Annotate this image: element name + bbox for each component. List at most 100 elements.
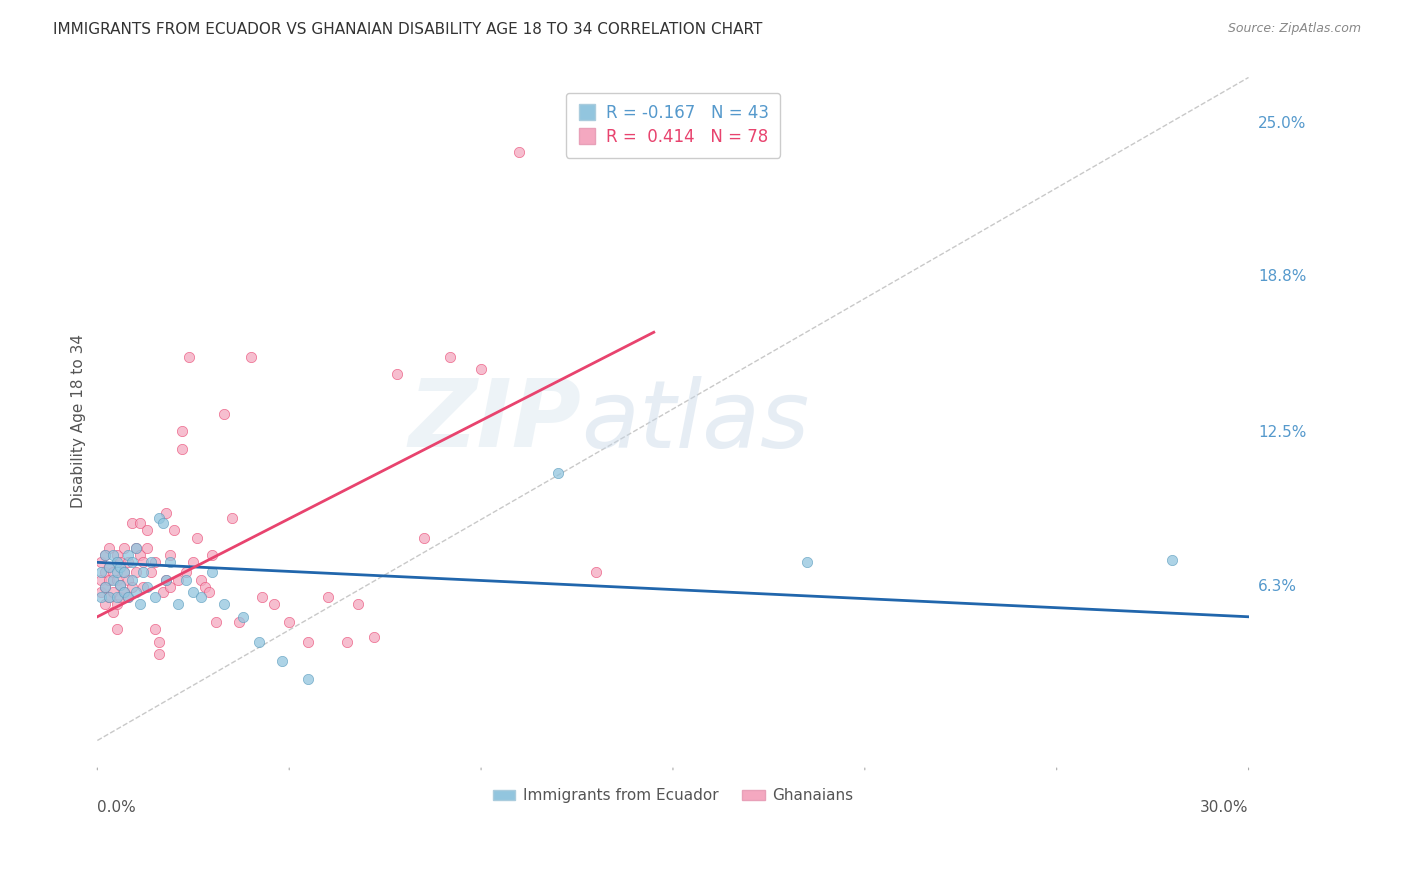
Point [181,585,204,599]
Point [297,634,319,648]
Point [121,580,143,594]
Point [112,566,135,580]
Point [101,566,124,580]
Point [105,590,128,604]
Point [212,598,235,612]
Text: atlas: atlas [581,376,808,467]
Point [363,630,385,644]
Point [101,605,124,619]
Point [128,516,150,530]
Point [212,407,235,421]
Point [263,598,285,612]
Point [128,548,150,562]
Point [94,580,117,594]
Point [105,548,128,562]
Point [155,506,177,520]
Point [139,555,162,569]
Legend: Immigrants from Ecuador, Ghanaians: Immigrants from Ecuador, Ghanaians [484,780,862,813]
Point [110,577,132,591]
Point [239,350,262,364]
Point [143,590,166,604]
Point [181,555,204,569]
Point [112,585,135,599]
Point [316,590,339,604]
Point [385,368,408,382]
Point [117,548,139,562]
Point [136,523,159,537]
Point [121,555,143,569]
Point [174,566,197,580]
Point [148,511,170,525]
Point [470,362,492,376]
Point [174,573,197,587]
Point [201,548,224,562]
Point [194,580,217,594]
Point [105,555,128,569]
Point [110,560,132,574]
Point [143,622,166,636]
Point [94,598,117,612]
Point [125,541,148,555]
Point [170,442,193,456]
Point [1160,553,1182,567]
Text: Source: ZipAtlas.com: Source: ZipAtlas.com [1227,22,1361,36]
Text: 30.0%: 30.0% [1201,799,1249,814]
Point [121,573,143,587]
Point [270,654,292,668]
Point [94,566,117,580]
Point [152,585,174,599]
Point [90,573,112,587]
Text: ZIP: ZIP [408,376,581,467]
Point [190,590,212,604]
Point [159,548,181,562]
Point [105,573,128,587]
Point [252,590,274,604]
Point [117,590,139,604]
Point [97,590,120,604]
Point [508,145,530,159]
Point [105,566,128,580]
Point [221,511,243,525]
Point [159,555,181,569]
Point [163,523,186,537]
Point [186,531,208,545]
Point [132,555,155,569]
Point [143,555,166,569]
Point [110,590,132,604]
Text: 0.0%: 0.0% [97,799,136,814]
Point [128,598,150,612]
Point [167,598,190,612]
Point [117,573,139,587]
Y-axis label: Disability Age 18 to 34: Disability Age 18 to 34 [72,334,86,508]
Point [336,634,359,648]
Point [125,566,148,580]
Point [97,541,120,555]
Point [105,598,128,612]
Point [547,467,569,481]
Point [167,573,190,587]
Point [297,672,319,686]
Point [228,615,250,629]
Point [136,580,159,594]
Point [247,634,270,648]
Point [796,555,818,569]
Point [105,622,128,636]
Point [155,573,177,587]
Point [155,573,177,587]
Point [97,560,120,574]
Point [412,531,434,545]
Point [90,566,112,580]
Point [110,577,132,591]
Point [232,609,254,624]
Point [101,548,124,562]
Point [94,548,117,562]
Point [197,585,219,599]
Point [90,555,112,569]
Point [97,590,120,604]
Point [125,585,148,599]
Point [112,566,135,580]
Point [585,566,607,580]
Point [139,566,162,580]
Point [112,541,135,555]
Point [101,585,124,599]
